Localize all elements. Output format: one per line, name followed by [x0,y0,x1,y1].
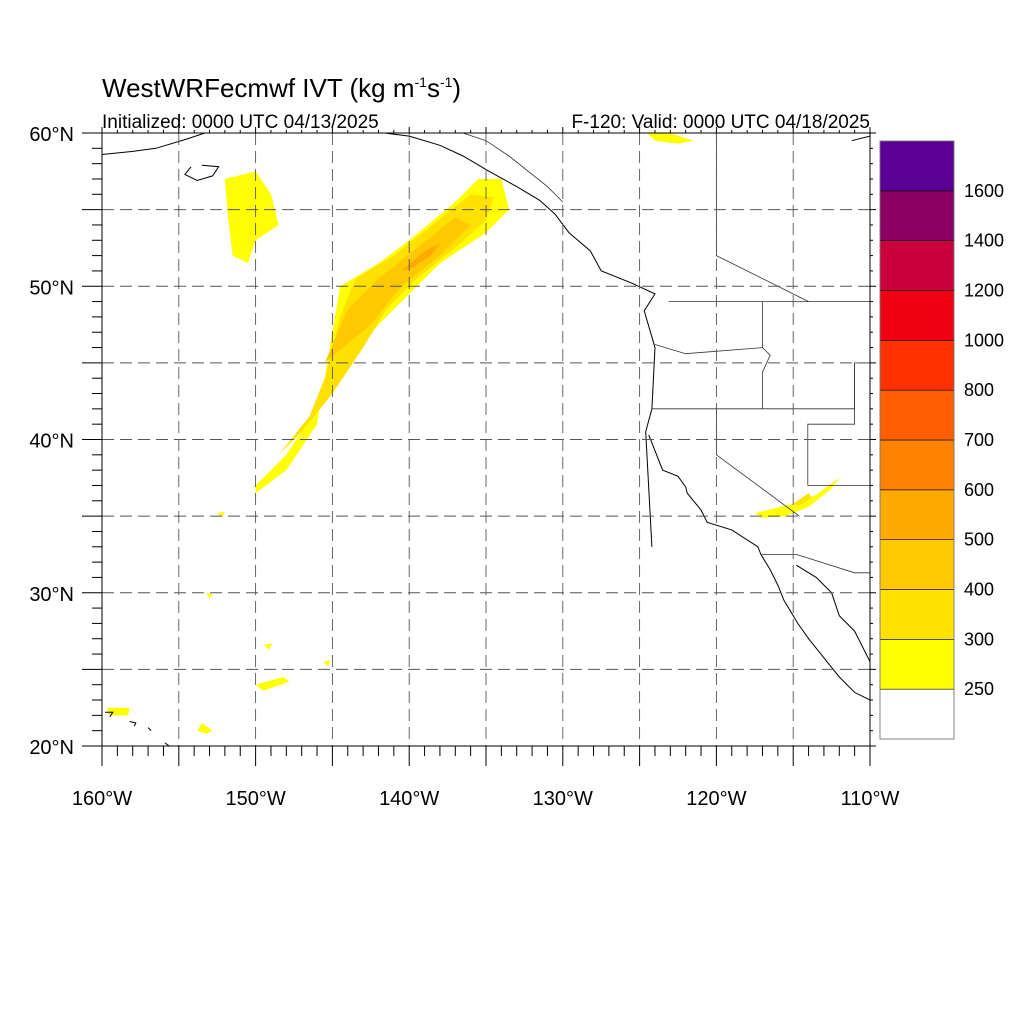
colorbar-label: 500 [964,530,994,550]
colorbar-swatch [879,589,955,640]
colorbar-swatch [879,140,955,192]
colorbar-label: 300 [964,629,994,649]
lat-tick-label: 60°N [29,124,74,146]
valid-label: F-120: Valid: 0000 UTC 04/18/2025 [571,112,870,133]
colorbar-label: 600 [964,480,994,500]
ivt-region [263,643,273,650]
ivt-region [323,660,331,667]
lon-tick-label: 150°W [225,788,285,810]
title-sup-1: -1 [415,74,428,90]
ivt-region [197,723,213,734]
colorbar-swatch [879,688,955,740]
colorbar-swatch [879,340,955,391]
colorbar-swatch [879,389,955,441]
colorbar-label: 1400 [964,231,1004,251]
colorbar: 250 300 400 500 600 700 800 1000 1200 1400 1600 [879,140,1004,740]
ivt-region [255,179,509,494]
initialized-label: Initialized: 0000 UTC 04/13/2025 [102,112,379,133]
ivt-region [206,592,213,599]
coastline [796,564,870,662]
colorbar-swatch [879,240,955,291]
colorbar-frame [879,140,955,740]
coastline [851,135,870,142]
ivt-region [754,477,840,518]
title-sup-2: -1 [440,74,453,90]
ivt-region [106,707,130,716]
colorbar-label: 1600 [964,181,1004,201]
political-border [760,554,870,574]
coastline [164,742,176,746]
figure-title: WestWRFecmwf IVT (kg m-1s-1) [102,73,461,103]
colorbar-swatch [879,190,955,241]
coastline [102,133,207,155]
coastline [129,721,137,727]
lon-tick-label: 130°W [533,788,593,810]
coastline [147,727,152,732]
colorbar-label: 800 [964,380,994,400]
title-mid: s [427,73,440,103]
ivt-region [224,171,279,264]
longitude-labels: 160°W 150°W 140°W 130°W 120°W 110°W [72,788,900,810]
lat-tick-label: 40°N [29,431,74,453]
ivt-region [793,493,812,506]
political-border [762,301,771,409]
coastline [380,133,656,547]
title-end: ) [452,73,461,103]
axis-ticks [82,127,876,766]
ivt-region [324,217,471,363]
political-border [654,344,763,355]
colorbar-label: 1000 [964,330,1004,350]
colorbar-swatch [879,539,955,590]
lon-tick-label: 110°W [841,788,900,810]
political-border [462,133,564,203]
colorbar-swatch [879,290,955,341]
colorbar-swatch [879,639,955,690]
latitude-labels: 60°N 50°N 40°N 30°N 20°N [29,124,74,759]
colorbar-label: 250 [964,679,994,699]
colorbar-swatch [879,439,955,491]
colorbar-label: 700 [964,430,994,450]
lat-tick-label: 30°N [29,584,74,606]
ivt-region [217,511,225,518]
colorbar-swatch [879,489,955,540]
ivt-region [401,243,440,271]
graticule-layer [102,133,870,746]
colorbar-label: 1200 [964,281,1004,301]
lon-tick-label: 120°W [686,788,746,810]
title-main: WestWRFecmwf IVT (kg m [102,73,415,103]
coastline [184,164,220,182]
ivt-region [255,677,290,691]
lon-tick-label: 140°W [379,788,439,810]
coastline [105,711,114,718]
lat-tick-label: 20°N [29,737,74,759]
ivt-region [647,133,694,144]
colorbar-label: 400 [964,580,994,600]
lat-tick-label: 50°N [29,277,74,299]
lon-tick-label: 160°W [72,788,132,810]
